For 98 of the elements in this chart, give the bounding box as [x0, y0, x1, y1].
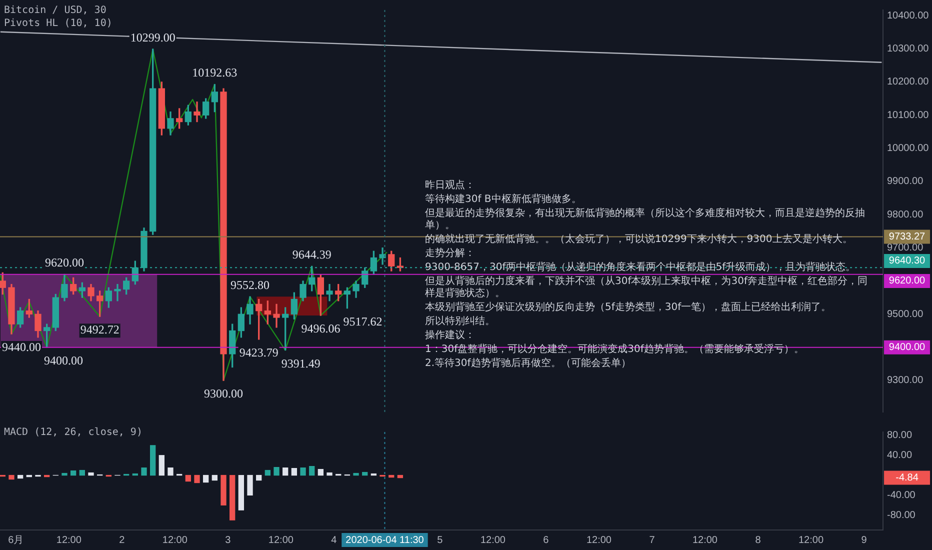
x-tick-label: 6月: [8, 534, 24, 546]
x-tick-label: 8: [755, 534, 762, 546]
annotation: 9400.00: [44, 353, 83, 368]
x-tick-label: 12:00: [798, 534, 824, 546]
bar: [168, 467, 174, 476]
annotation: 9517.62: [343, 314, 382, 328]
y-tick-label: 10100.00: [887, 110, 930, 121]
bar: [212, 474, 218, 481]
annotation: 走势分解：: [425, 248, 476, 260]
bar: [353, 472, 359, 476]
x-tick-label: 12:00: [56, 534, 82, 546]
ref-line-label: 2020-06-04 11:30: [346, 534, 424, 546]
bar: [141, 467, 147, 476]
annotation: 9391.49: [281, 356, 320, 370]
bar: [158, 455, 164, 476]
bar: [79, 470, 85, 476]
bar: [132, 473, 138, 476]
x-tick-label: 4: [331, 534, 338, 546]
x-tick-label: 12:00: [162, 534, 188, 546]
text: Pivots HL (10, 10): [4, 17, 112, 30]
chart-title: Bitcoin / USD, 30: [4, 4, 108, 17]
x-tick-label: 12:00: [586, 534, 612, 546]
y-tick-label: 9300.00: [887, 375, 924, 386]
annotation: 的确就出现了无新低背驰。。（太会玩了），可以说10299下来小转大，9300上去又是小转大。: [425, 234, 854, 246]
bar: [282, 467, 288, 476]
annotation: 9300.00: [204, 386, 244, 401]
bar: [274, 466, 280, 476]
annotation: 9423.79: [239, 346, 278, 360]
bar: [238, 474, 244, 510]
annotation: 操作建议：: [425, 330, 476, 342]
annotation: 本级别背驰至少保证次级别的反向走势（5f走势类型，30f一笔），盘面上已经给出利润了。: [425, 302, 832, 314]
y-tick-label: 40.00: [887, 450, 912, 462]
x-tick-label: 6: [543, 534, 550, 546]
bar: [326, 472, 332, 476]
ref-line-label: 9400.00: [888, 342, 926, 354]
y-tick-label: -40.00: [887, 490, 916, 501]
annotation: 10192.63: [192, 66, 238, 80]
bar: [370, 473, 377, 476]
bar: [70, 470, 76, 476]
bar: [291, 468, 298, 476]
bar: [256, 474, 262, 481]
bar: [264, 470, 271, 476]
annotation: 等待构建30f B中枢新低背驰做多。: [425, 194, 582, 206]
bar: [318, 468, 324, 476]
annotation: 昨日观点：: [425, 180, 476, 192]
annotation: 9644.39: [292, 247, 332, 262]
chart-title: MACD (12, 26, close, 9): [4, 426, 142, 439]
bar: [194, 474, 200, 484]
annotation: 9620.00: [44, 256, 84, 270]
bar: [8, 474, 14, 480]
y-tick-label: 9700.00: [887, 242, 924, 254]
y-tick-label: 10000.00: [887, 143, 930, 154]
y-tick-label: -80.00: [887, 510, 916, 521]
text: -4.84: [896, 472, 919, 484]
y-tick-label: 9900.00: [887, 176, 924, 188]
y-tick-label: 80.00: [887, 430, 912, 442]
annotation: 10299.00: [130, 30, 176, 44]
y-tick-label: 9500.00: [887, 308, 924, 320]
bar: [150, 445, 156, 476]
bar: [185, 474, 192, 482]
x-tick-label: 7: [649, 534, 656, 546]
bar: [88, 472, 94, 476]
x-tick-label: 3: [225, 534, 232, 546]
annotation: 2.等待30f趋势背驰后再做空。（可能会丢单）: [425, 358, 632, 370]
annotation: 9440.00: [2, 340, 41, 354]
bar: [220, 474, 226, 506]
bar: [247, 474, 253, 496]
bar: [397, 474, 404, 478]
annotation: 但是最近的走势很复杂，有出现无新低背驰的概率（所以这个多难度相对较大，而且是逆趋势的反抽单）。: [425, 208, 866, 232]
bar: [362, 472, 368, 476]
bar: [300, 467, 306, 476]
bar: [44, 474, 50, 478]
x-tick-label: 12:00: [480, 534, 506, 546]
bar: [309, 466, 315, 476]
x-tick-label: 9: [861, 534, 868, 546]
annotation: 所以特别纠结。: [425, 316, 496, 328]
bar: [203, 474, 209, 483]
ref-line-label: 9733.27: [888, 232, 926, 243]
x-tick-label: 12:00: [692, 534, 718, 546]
annotation: 但是从背驰后的力度来看，下跌并不强（从30f本级别上来取中枢，为30f奔走型中枢，红色部分，同样是背驰状态）。: [425, 276, 868, 300]
y-tick-label: 10400.00: [887, 10, 930, 22]
x-tick-label: 12:00: [268, 534, 294, 546]
annotation: 9496.06: [301, 322, 340, 336]
y-tick-label: 10200.00: [887, 76, 930, 88]
ref-line-label: 9640.30: [888, 256, 926, 267]
bar: [62, 472, 68, 476]
y-tick-label: 9800.00: [887, 209, 924, 220]
bar: [17, 474, 24, 479]
annotation: 9552.80: [230, 278, 270, 292]
bar: [230, 474, 236, 520]
bar: [26, 474, 32, 478]
x-tick-label: 5: [437, 534, 444, 546]
ref-line-label: 9620.00: [888, 276, 926, 287]
x-tick-label: 2: [119, 534, 126, 546]
bar: [388, 474, 394, 478]
annotation: 9300-8657，30f两中枢背驰（从递归的角度来看两个中枢都是由5f升级而成），且为背驰状态。: [425, 262, 857, 274]
y-tick-label: 10300.00: [887, 44, 930, 55]
annotation: 9492.72: [80, 322, 120, 337]
